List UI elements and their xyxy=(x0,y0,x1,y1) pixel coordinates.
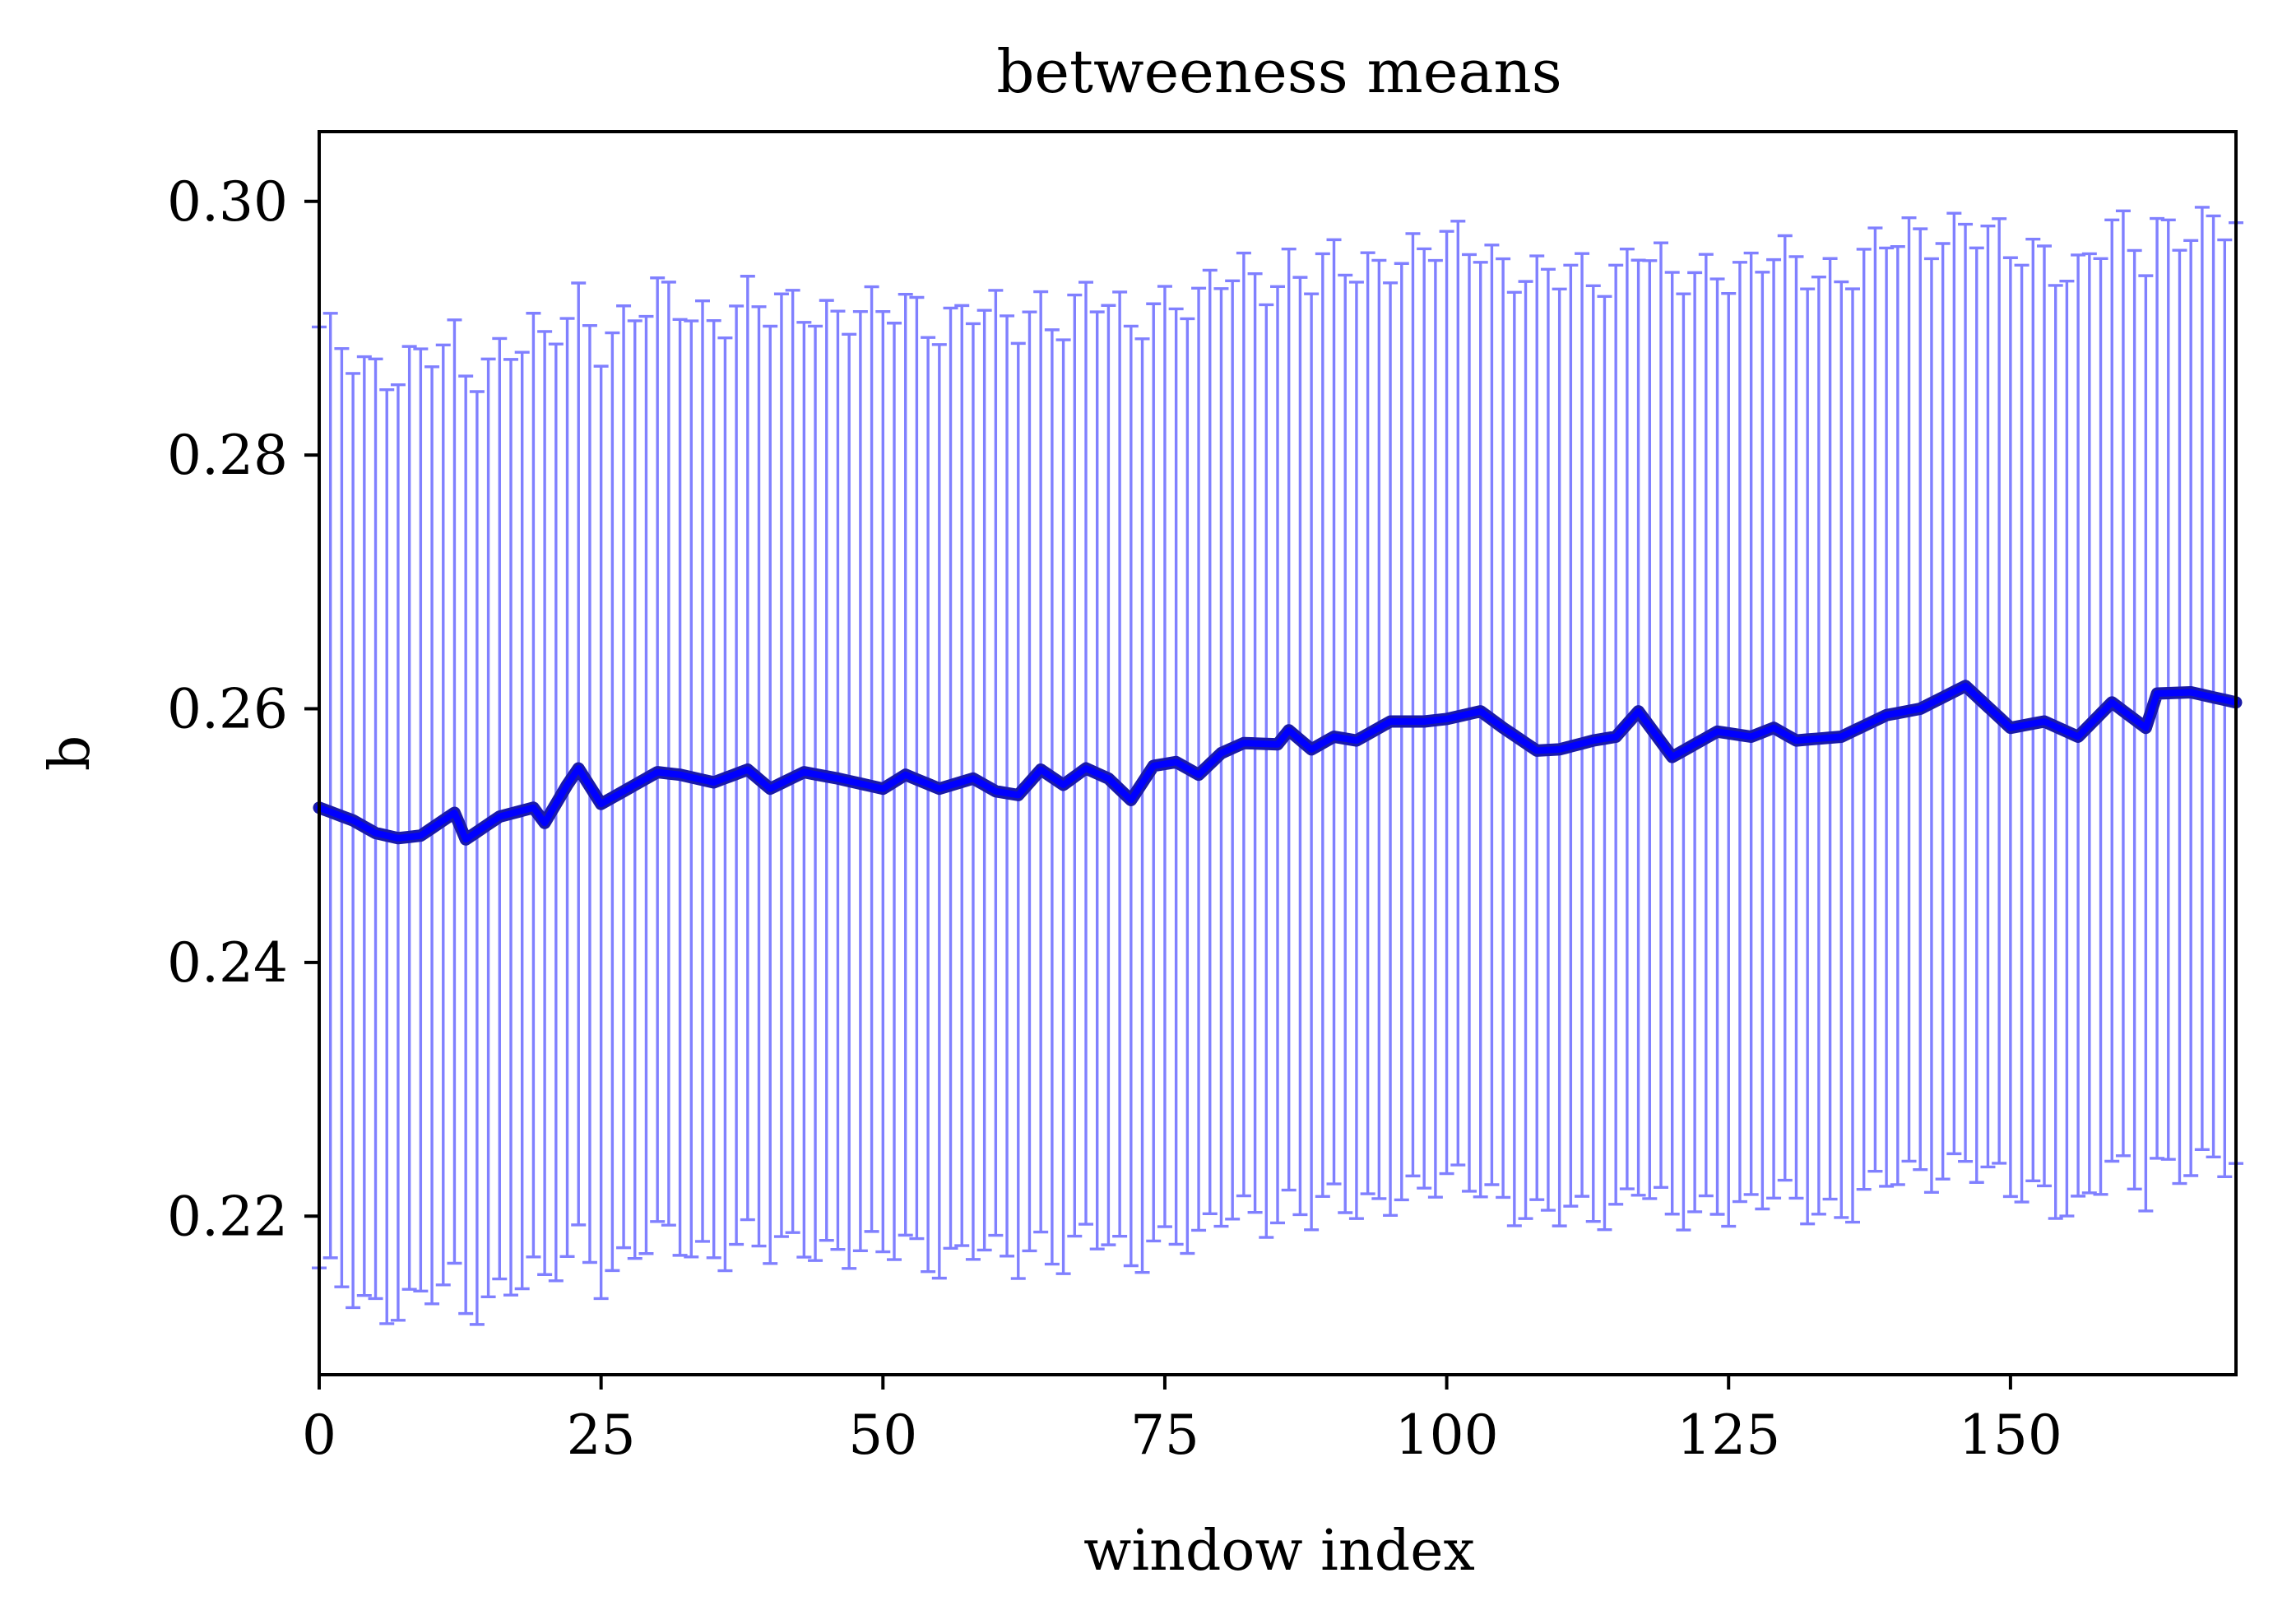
chart-title: betweeness means xyxy=(996,37,1561,106)
x-axis-label: window index xyxy=(1083,1519,1475,1584)
y-axis: 0.22 0.24 0.26 0.28 0.30 xyxy=(167,170,319,1248)
x-tick-label: 125 xyxy=(1677,1404,1780,1467)
x-tick-label: 25 xyxy=(567,1404,636,1467)
y-tick-label: 0.22 xyxy=(167,1185,288,1248)
x-tick-label: 150 xyxy=(1959,1404,2062,1467)
plot-frame xyxy=(318,130,2238,1376)
x-tick-label: 100 xyxy=(1395,1404,1499,1467)
upper-error-caps xyxy=(312,206,2243,393)
x-axis: 0 25 50 75 100 125 150 xyxy=(302,1375,2062,1467)
x-tick-label: 0 xyxy=(302,1404,336,1467)
mean-line xyxy=(316,682,2239,843)
series-line-group xyxy=(313,680,2243,846)
errorbars xyxy=(318,206,2238,1325)
lower-error-caps xyxy=(312,1148,2243,1326)
y-tick-label: 0.30 xyxy=(167,170,288,234)
y-tick-label: 0.24 xyxy=(167,931,288,995)
y-tick-label: 0.28 xyxy=(167,424,288,487)
x-tick-label: 75 xyxy=(1130,1404,1199,1467)
y-axis-label: b xyxy=(38,735,103,772)
y-tick-label: 0.26 xyxy=(167,678,288,741)
x-tick-label: 50 xyxy=(848,1404,917,1467)
